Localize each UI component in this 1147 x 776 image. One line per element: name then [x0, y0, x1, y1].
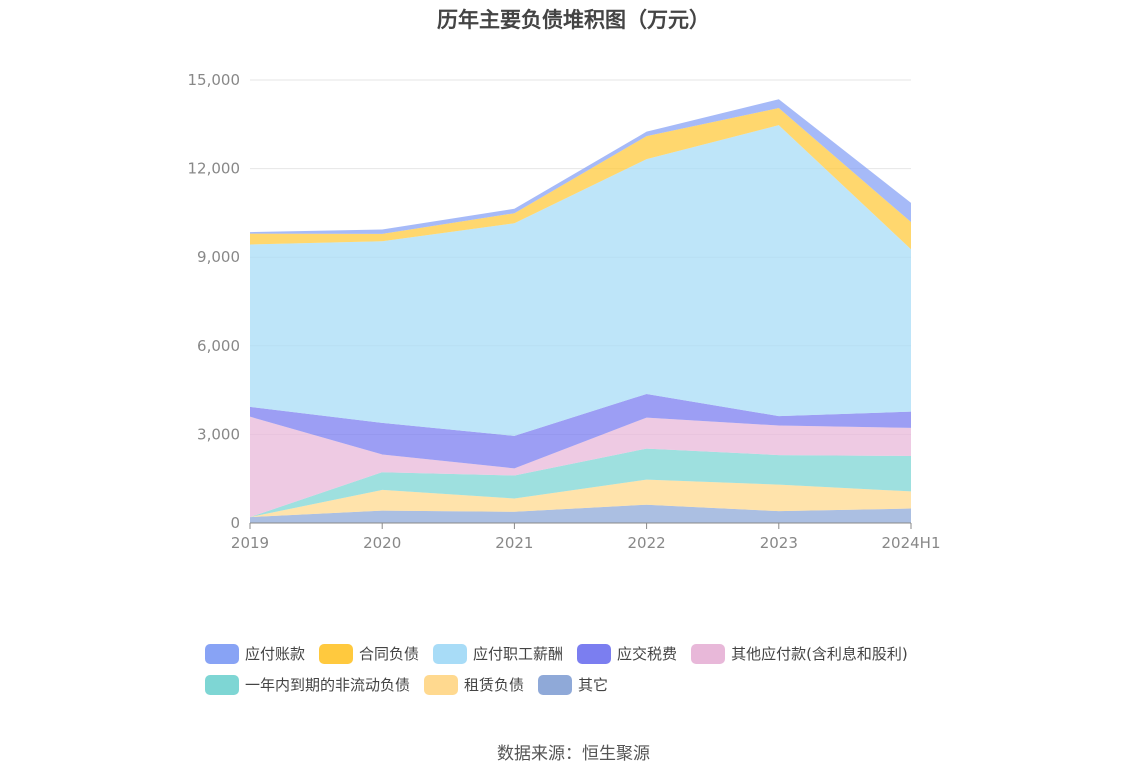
legend-item[interactable]: 应付职工薪酬: [433, 643, 563, 664]
x-tick-label: 2024H1: [882, 534, 941, 552]
legend-swatch: [538, 674, 573, 695]
legend-swatch: [205, 674, 239, 695]
y-tick-label: 9,000: [197, 248, 240, 266]
legend-item[interactable]: 其它: [538, 674, 608, 695]
legend-label: 应交税费: [617, 645, 678, 663]
legend-swatch: [691, 643, 726, 664]
legend-item[interactable]: 合同负债: [319, 643, 419, 664]
y-tick-label: 0: [230, 514, 240, 532]
area-一年内到期的非流动负债: [250, 448, 911, 518]
legend-label: 合同负债: [359, 645, 420, 663]
legend-label: 其他应付款(含利息和股利): [731, 645, 908, 663]
legend-swatch: [205, 643, 239, 664]
x-tick-label: 2021: [495, 534, 533, 552]
legend-item[interactable]: 其他应付款(含利息和股利): [691, 643, 908, 664]
legend-label: 租赁负债: [464, 676, 525, 694]
x-tick-label: 2022: [628, 534, 666, 552]
y-tick-label: 6,000: [197, 337, 240, 355]
legend-label: 应付职工薪酬: [473, 645, 564, 663]
x-tick-label: 2020: [363, 534, 401, 552]
chart-title: 历年主要负债堆积图（万元）: [437, 8, 710, 32]
y-tick-label: 15,000: [188, 71, 241, 89]
legend-swatch: [424, 674, 459, 695]
legend-label: 应付账款: [245, 645, 306, 663]
x-tick-label: 2023: [760, 534, 798, 552]
legend: 应付账款 合同负债 应付职工薪酬 应交税费 其他应付款(含利息和股利) 一年内到期的非流…: [205, 638, 965, 700]
data-source: 数据来源：恒生聚源: [497, 744, 650, 764]
legend-row: 一年内到期的非流动负债 租赁负债 其它: [205, 669, 965, 700]
area-应付职工薪酬: [250, 125, 911, 436]
area-应交税费: [250, 393, 911, 469]
legend-item[interactable]: 应付账款: [205, 643, 305, 664]
legend-label: 一年内到期的非流动负债: [245, 676, 411, 694]
legend-swatch: [577, 643, 612, 664]
y-tick-label: 12,000: [188, 160, 241, 178]
area-其它: [250, 504, 911, 523]
y-tick-label: 3,000: [197, 425, 240, 443]
legend-item[interactable]: 应交税费: [577, 643, 677, 664]
legend-label: 其它: [578, 676, 609, 694]
stacked-area-chart: 0 3,000 6,000 9,000 12,000 15,000 2019 2020 2021…: [188, 71, 941, 552]
legend-row: 应付账款 合同负债 应付职工薪酬 应交税费 其他应付款(含利息和股利): [205, 638, 965, 669]
legend-item[interactable]: 租赁负债: [424, 674, 524, 695]
legend-swatch: [433, 643, 468, 664]
x-tick-label: 2019: [231, 534, 269, 552]
axes: 0 3,000 6,000 9,000 12,000 15,000 2019 2020 2021…: [188, 71, 941, 552]
area-其他应付款(含利息和股利): [250, 416, 911, 518]
area-合同负债: [250, 108, 911, 250]
legend-swatch: [319, 643, 354, 664]
area-租赁负债: [250, 479, 911, 518]
legend-item[interactable]: 一年内到期的非流动负债: [205, 674, 410, 695]
area-series: [250, 99, 911, 523]
